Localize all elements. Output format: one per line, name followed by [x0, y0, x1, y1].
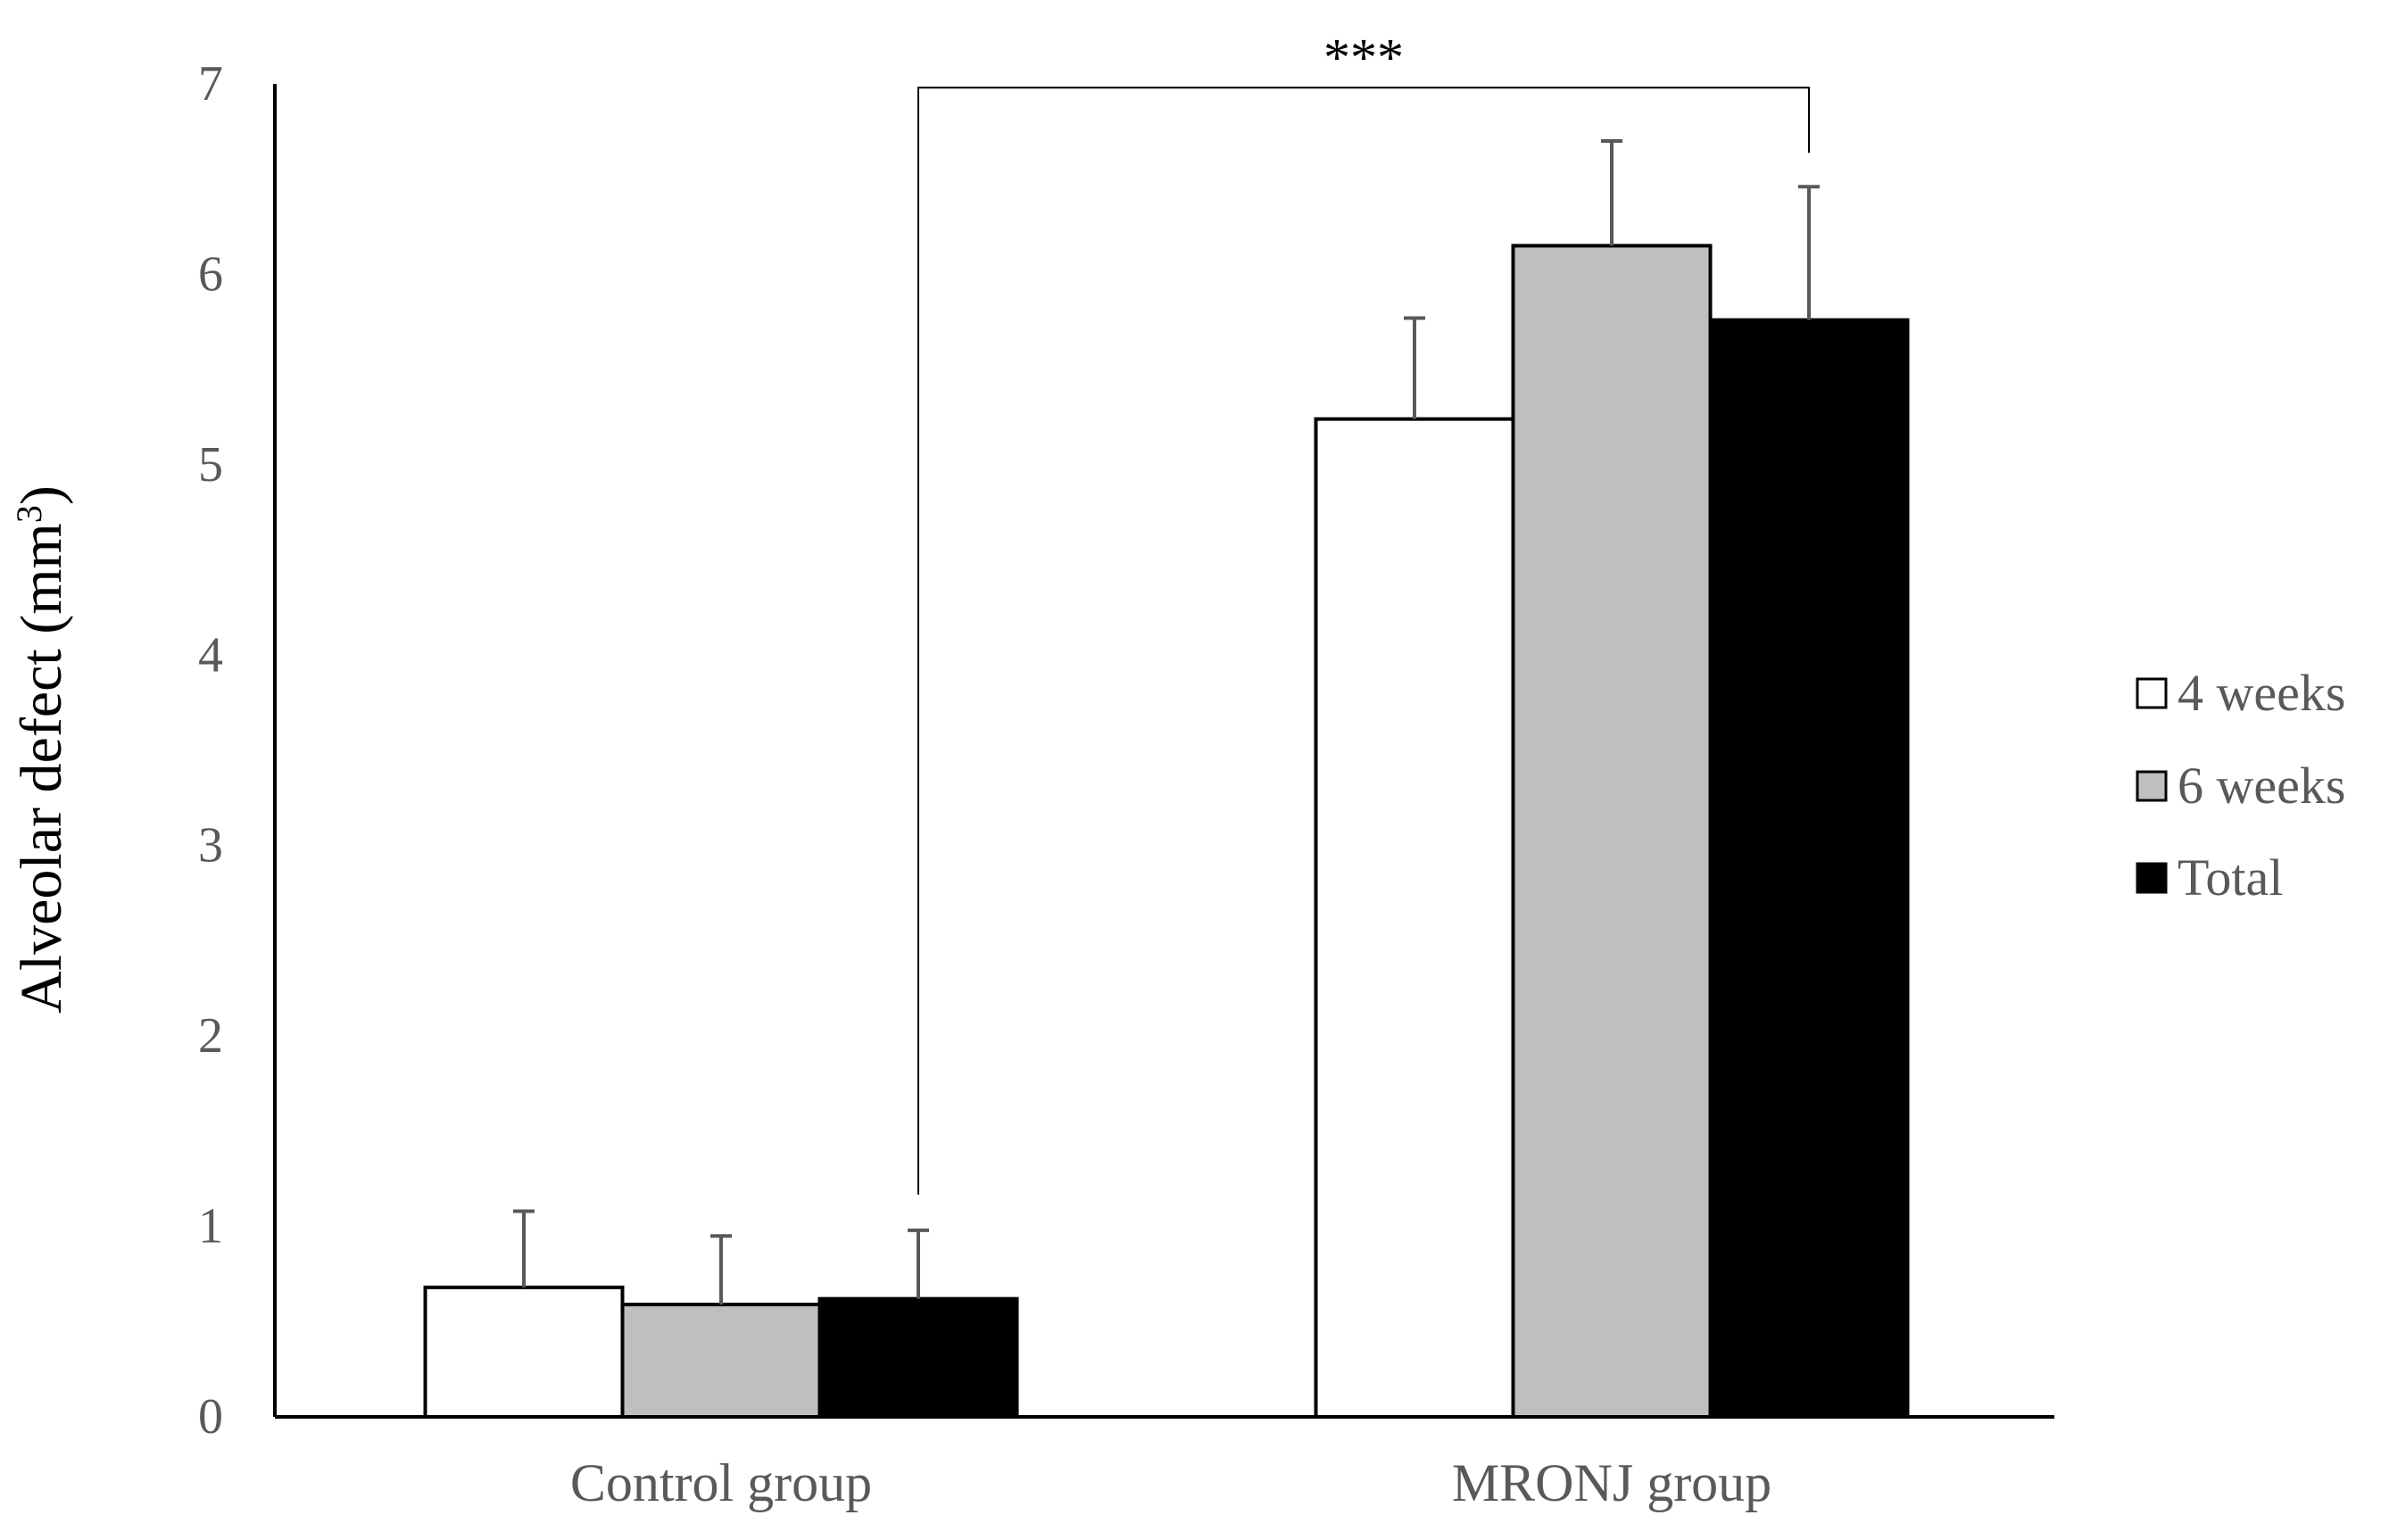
- bar: [620, 1303, 822, 1420]
- bar: [1314, 417, 1515, 1419]
- bar: [423, 1285, 625, 1419]
- legend-swatch: [2136, 677, 2168, 709]
- bar: [1511, 244, 1713, 1419]
- y-tick-label: 6: [198, 246, 223, 302]
- legend-swatch: [2136, 862, 2168, 894]
- bar: [1708, 318, 1910, 1419]
- y-axis-label-main: Alveolar defect (mm: [9, 523, 74, 1014]
- y-tick-label: 2: [198, 1008, 223, 1064]
- x-category-label: MRONJ group: [1452, 1453, 1771, 1512]
- y-axis-label: Alveolar defect (mm3): [9, 485, 75, 1014]
- y-tick-label: 1: [198, 1199, 223, 1254]
- axes-layer: [273, 84, 2054, 1419]
- y-tick-label: 0: [198, 1389, 223, 1445]
- legend-label: Total: [2178, 849, 2283, 907]
- legend: 4 weeks 6 weeks Total: [2136, 664, 2345, 907]
- y-tick-label: 4: [198, 627, 223, 683]
- legend-swatch: [2136, 770, 2168, 802]
- y-tick-label: 7: [198, 56, 223, 112]
- y-tick-label: 3: [198, 818, 223, 873]
- y-axis-label-close: ): [9, 485, 74, 505]
- legend-label: 4 weeks: [2178, 664, 2345, 722]
- y-tick-label: 5: [198, 437, 223, 493]
- y-axis-label-superscript: 3: [9, 505, 49, 523]
- x-category-label: Control group: [570, 1453, 872, 1512]
- significance-label: ***: [1323, 28, 1404, 87]
- error-bars-layer: [513, 139, 1820, 1305]
- bars-layer: [423, 244, 1910, 1420]
- significance-bracket-line: [917, 87, 1810, 1195]
- legend-label: 6 weeks: [2178, 757, 2345, 815]
- significance-bracket: ***: [917, 28, 1810, 1195]
- bar: [817, 1296, 1019, 1420]
- y-tick-labels: 0 1 2 3 4 5 6 7: [198, 56, 223, 1445]
- x-category-labels: Control group MRONJ group: [570, 1453, 1771, 1512]
